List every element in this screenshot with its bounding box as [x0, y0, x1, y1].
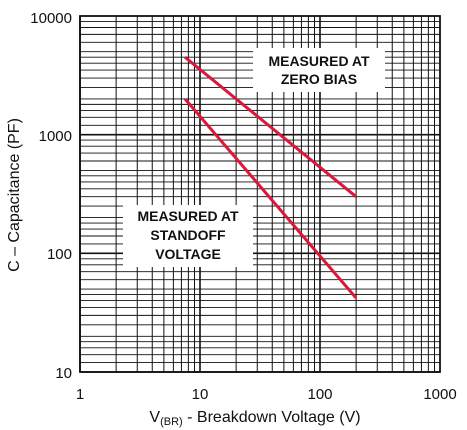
y-tick-label-10: 10 — [55, 365, 72, 382]
grid — [79, 15, 441, 373]
annotation-standoff: MEASURED AT STANDOFF VOLTAGE — [123, 205, 253, 267]
annotation-zero-bias: MEASURED AT ZERO BIAS — [253, 48, 385, 92]
x-axis-title-rest: - Breakdown Voltage (V) — [183, 409, 361, 426]
plot-frame — [79, 15, 441, 373]
y-tick-label-100: 100 — [47, 246, 72, 263]
annotation-standoff-line-2: STANDOFF — [150, 227, 226, 243]
series-line-zero-bias — [184, 56, 358, 198]
series-layer — [183, 56, 358, 299]
x-tick-label-100: 100 — [307, 386, 332, 403]
annotation-standoff-box — [123, 205, 253, 267]
y-tick-label-1000: 1000 — [39, 128, 72, 145]
x-tick-label-1: 1 — [76, 386, 84, 403]
y-tick-labels: 10000 1000 100 10 — [30, 10, 72, 382]
annotation-zero-bias-line-2: ZERO BIAS — [281, 71, 357, 87]
y-axis-title: C – Capacitance (PF) — [6, 118, 23, 272]
x-tick-label-10: 10 — [192, 386, 209, 403]
x-tick-labels: 1 10 100 1000 — [76, 386, 457, 403]
x-axis-title-subscript: (BR) — [160, 416, 183, 428]
annotation-standoff-line-3: VOLTAGE — [155, 246, 221, 262]
x-tick-label-1000: 1000 — [423, 386, 456, 403]
annotation-zero-bias-line-1: MEASURED AT — [268, 53, 370, 69]
series-line-standoff-voltage — [183, 97, 358, 299]
annotation-zero-bias-box — [253, 48, 385, 92]
annotation-standoff-line-1: MEASURED AT — [137, 208, 239, 224]
x-axis-title-main: V — [149, 409, 160, 426]
x-axis-title: V(BR) - Breakdown Voltage (V) — [149, 409, 360, 428]
y-tick-label-10000: 10000 — [30, 10, 72, 27]
